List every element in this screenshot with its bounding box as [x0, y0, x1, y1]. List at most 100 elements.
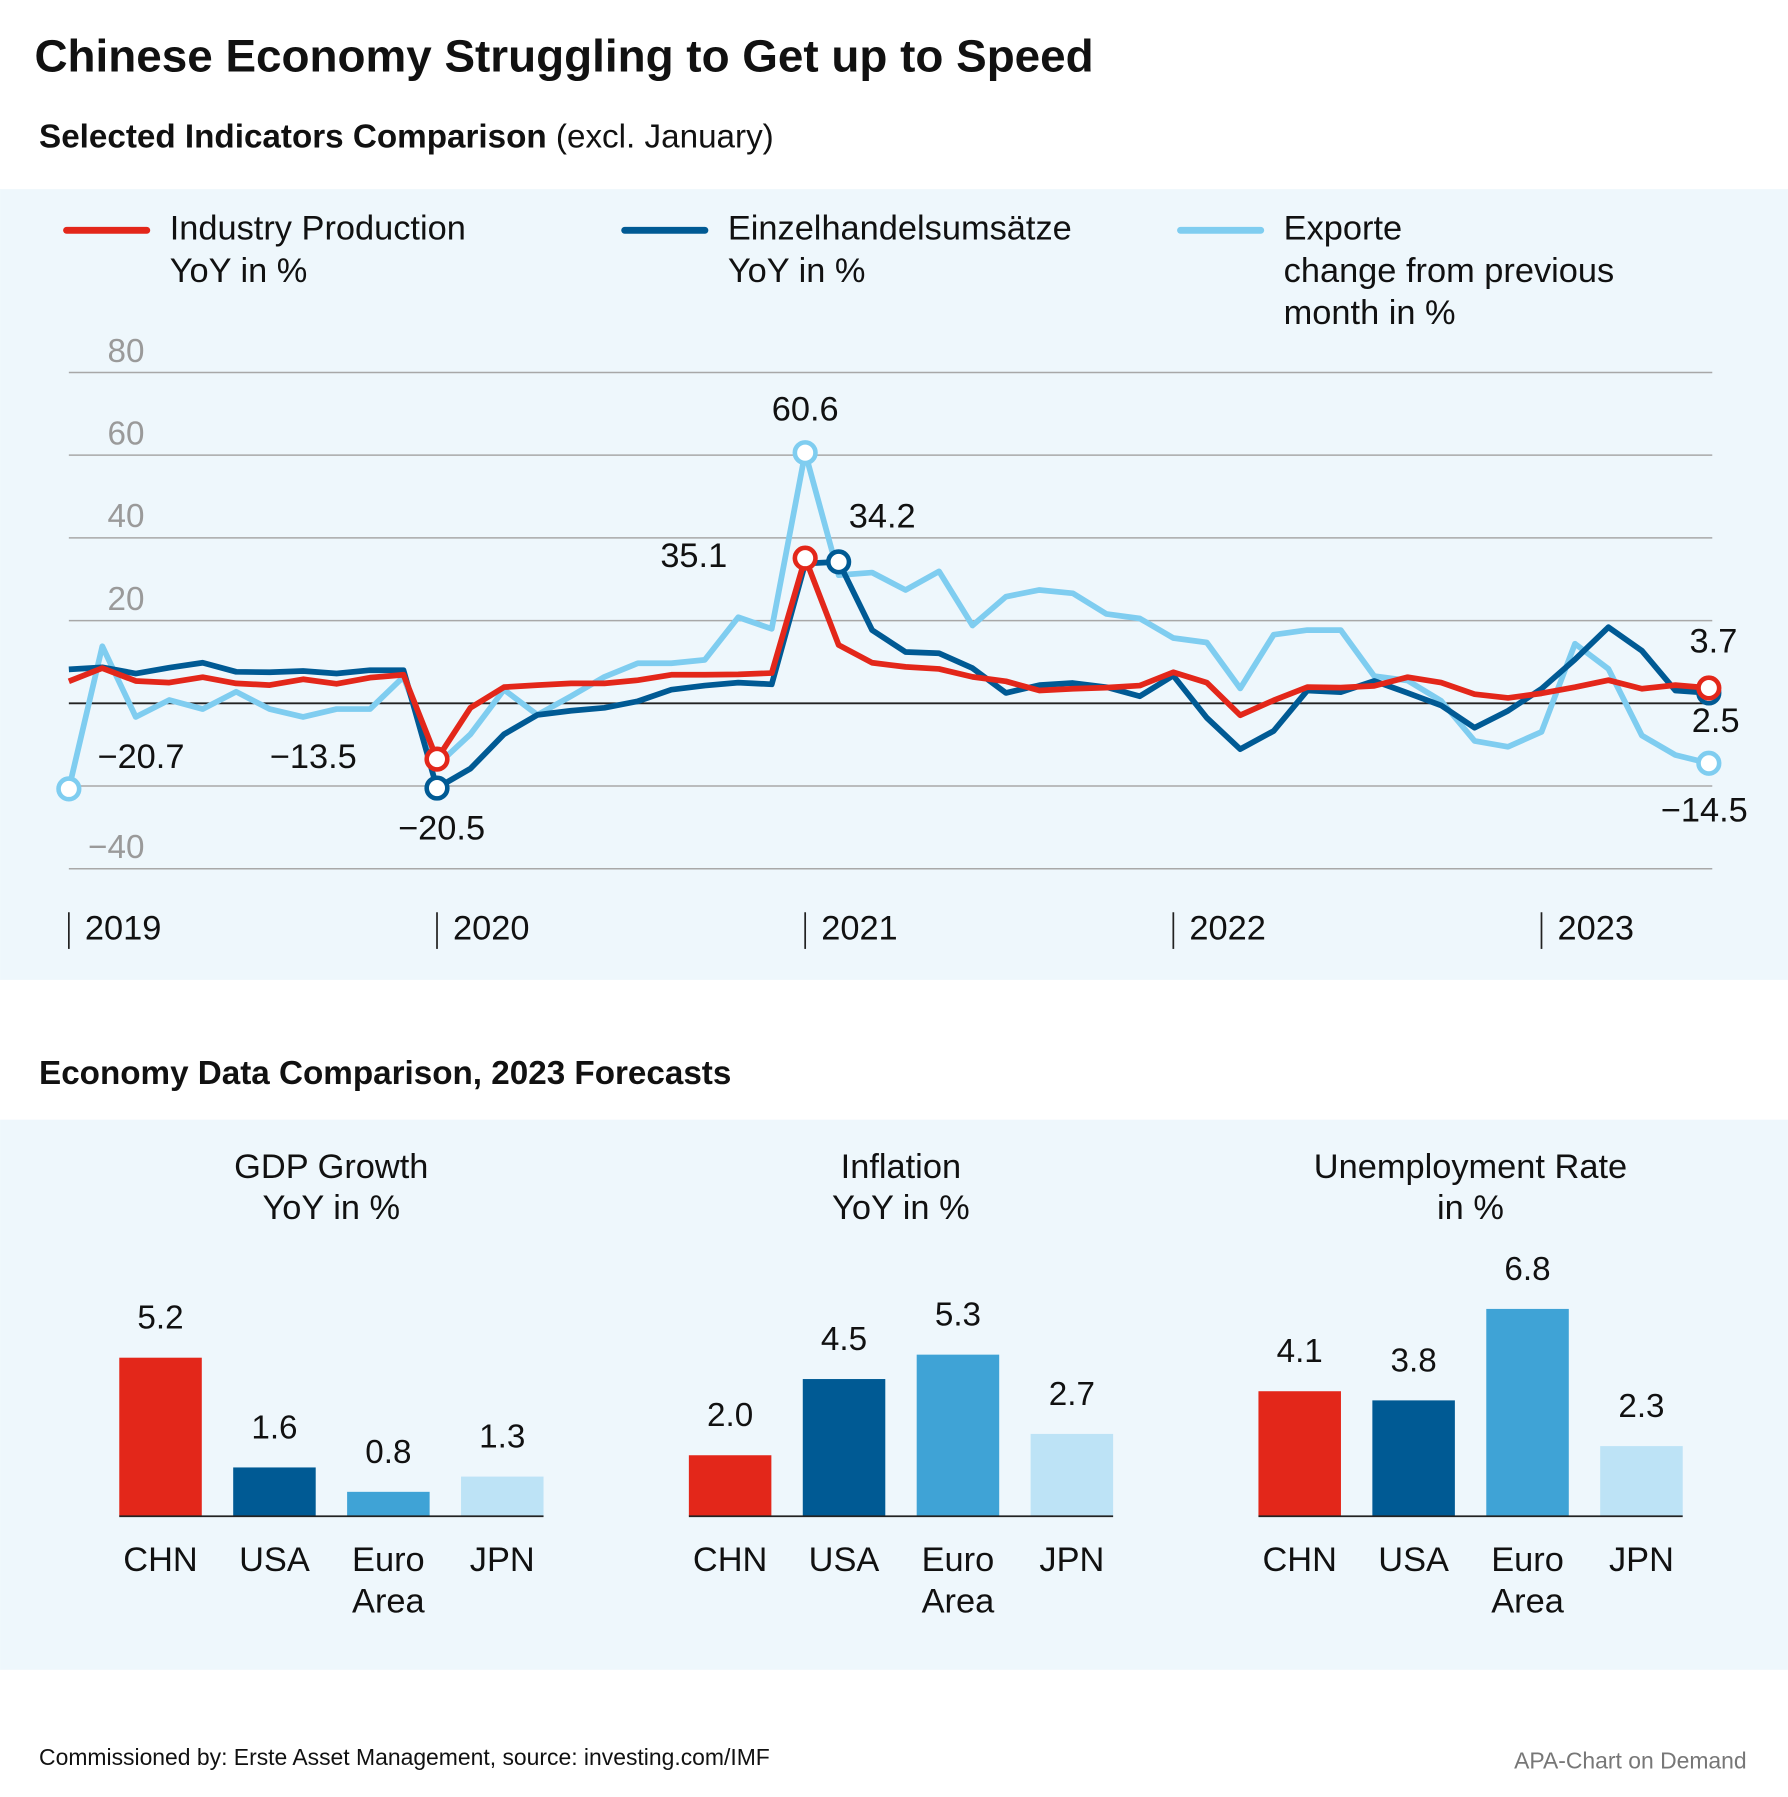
chart-title-line: YoY in % — [832, 1189, 970, 1227]
legend-label: Einzelhandelsumsätze YoY in % — [728, 209, 1072, 289]
bar — [119, 1357, 202, 1517]
x-tick-label: 2019 — [85, 910, 161, 948]
x-tick-label: 2020 — [453, 910, 529, 948]
chart-title-line: GDP Growth — [234, 1148, 428, 1186]
legend-label-line: Exporte — [1284, 209, 1402, 247]
data-label: 5.3 — [935, 1297, 981, 1334]
bar — [1030, 1433, 1114, 1517]
series-line — [68, 559, 1710, 791]
category-label: CHN — [693, 1541, 767, 1579]
category-label-line: USA — [809, 1541, 880, 1579]
highlight-marker — [792, 545, 818, 571]
category-label-line: Area — [352, 1582, 425, 1620]
data-label: 3.8 — [1391, 1342, 1437, 1379]
category-label: JPN — [1039, 1541, 1104, 1579]
category-label-line: Euro — [922, 1541, 995, 1579]
category-label-line: CHN — [1262, 1541, 1336, 1579]
x-tick-label: 2023 — [1558, 910, 1634, 948]
category-label-line: JPN — [1039, 1541, 1104, 1579]
chart-title-line: in % — [1437, 1189, 1504, 1227]
data-label: 2.7 — [1049, 1376, 1095, 1413]
category-label: USA — [1378, 1541, 1449, 1579]
legend-label-line: Industry Production — [170, 209, 466, 247]
category-label: JPN — [470, 1541, 535, 1579]
category-label: Euro Area — [352, 1541, 425, 1620]
legend-label-line: month in % — [1284, 294, 1456, 332]
chart-title: GDP Growth YoY in % — [234, 1148, 428, 1227]
data-label: 1.6 — [251, 1409, 297, 1446]
data-label: −20.7 — [97, 738, 184, 776]
chart-title-main: Selected Indicators Comparison — [39, 118, 547, 155]
highlight-marker — [424, 775, 450, 801]
bar — [1258, 1391, 1341, 1517]
bar — [347, 1491, 430, 1517]
data-label: 35.1 — [660, 537, 727, 575]
bar — [916, 1354, 1000, 1517]
y-tick-label: 80 — [108, 333, 145, 370]
chart-title: Unemployment Rate in % — [1314, 1148, 1627, 1227]
category-label: JPN — [1609, 1541, 1674, 1579]
x-tick-label: 2022 — [1189, 910, 1265, 948]
data-label: 0.8 — [365, 1434, 411, 1471]
series-line — [66, 449, 1710, 790]
category-label-line: JPN — [470, 1541, 535, 1579]
category-label-line: Euro — [1491, 1541, 1564, 1579]
legend-label: Industry Production YoY in % — [170, 209, 466, 289]
data-label: 4.5 — [821, 1321, 867, 1358]
category-label: CHN — [123, 1541, 197, 1579]
chart-subtitle: (excl. January) — [556, 118, 774, 155]
data-label: −20.5 — [398, 810, 485, 848]
y-tick-label: 60 — [108, 415, 145, 452]
category-label-line: USA — [1378, 1541, 1449, 1579]
data-label: 2.0 — [707, 1397, 753, 1434]
category-label: USA — [239, 1541, 310, 1579]
chart-title: Selected Indicators Comparison (excl. Ja… — [39, 118, 774, 155]
bar — [1600, 1446, 1683, 1517]
category-label-line: Area — [922, 1582, 995, 1620]
category-label-line: CHN — [123, 1541, 197, 1579]
y-tick-label: 20 — [108, 581, 145, 618]
data-label: 4.1 — [1277, 1333, 1323, 1370]
category-label-line: Area — [1491, 1582, 1564, 1620]
x-tick-label: 2021 — [821, 910, 897, 948]
data-label: 34.2 — [849, 497, 916, 535]
highlight-marker — [1696, 675, 1722, 701]
category-label: Euro Area — [922, 1541, 995, 1620]
legend-label-line: Einzelhandelsumsätze — [728, 209, 1072, 247]
category-label-line: CHN — [693, 1541, 767, 1579]
chart-title-line: YoY in % — [262, 1189, 400, 1227]
bar — [688, 1455, 772, 1517]
data-label: 60.6 — [772, 391, 839, 429]
bar — [461, 1476, 544, 1517]
main-title: Chinese Economy Struggling to Get up to … — [34, 31, 1093, 82]
chart-title: Inflation YoY in % — [832, 1148, 970, 1227]
footer-source: Commissioned by: Erste Asset Management,… — [39, 1744, 770, 1770]
bar — [802, 1379, 886, 1517]
data-label: 3.7 — [1690, 622, 1738, 660]
data-label: 6.8 — [1504, 1251, 1550, 1288]
category-label: CHN — [1262, 1541, 1336, 1579]
footer-credit: APA-Chart on Demand — [1514, 1748, 1747, 1774]
highlight-marker — [1696, 750, 1722, 776]
legend-label-line: YoY in % — [170, 252, 308, 290]
chart-title-line: Inflation — [841, 1148, 961, 1186]
data-label: 2.3 — [1618, 1388, 1664, 1425]
bar — [233, 1467, 316, 1517]
category-label: Euro Area — [1491, 1541, 1564, 1620]
highlight-marker — [56, 776, 82, 802]
legend-label-line: YoY in % — [728, 252, 866, 290]
category-label-line: USA — [239, 1541, 310, 1579]
data-label: 5.2 — [137, 1300, 183, 1337]
highlight-marker — [792, 440, 818, 466]
highlight-marker — [424, 746, 450, 772]
series-line — [67, 555, 1710, 763]
data-label: −14.5 — [1661, 792, 1748, 830]
category-label-line: JPN — [1609, 1541, 1674, 1579]
bar — [1372, 1400, 1455, 1517]
category-label-line: Euro — [352, 1541, 425, 1579]
data-label: 2.5 — [1692, 702, 1740, 740]
data-label: −13.5 — [270, 738, 357, 776]
y-tick-label: 40 — [108, 498, 145, 535]
